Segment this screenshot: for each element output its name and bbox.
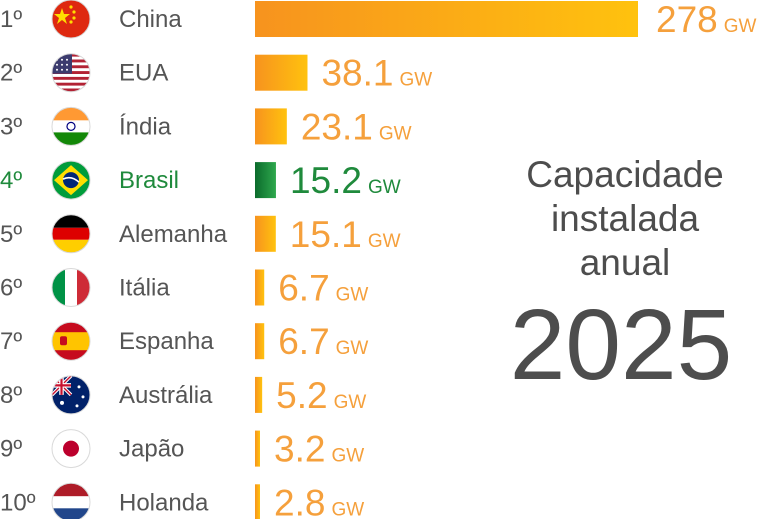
- rank-label: 10º: [0, 489, 36, 516]
- value-unit: GW: [336, 338, 369, 359]
- value-unit: GW: [379, 123, 412, 144]
- brazil-flag-icon: [51, 160, 91, 200]
- rank-label: 9º: [0, 436, 22, 463]
- value-number: 15.1: [290, 214, 362, 255]
- value-label: 3.2 GW: [274, 429, 364, 470]
- bar: [255, 430, 260, 467]
- country-label: Holanda: [119, 489, 209, 516]
- country-label: Alemanha: [119, 221, 228, 248]
- rank-label: 6º: [0, 275, 22, 302]
- germany-flag-icon: [51, 214, 91, 254]
- value-label: 23.1 GW: [301, 106, 412, 147]
- country-label: Itália: [119, 275, 170, 302]
- india-flag-icon: [51, 106, 91, 146]
- spain-flag-icon: [51, 321, 91, 361]
- china-flag-icon: [51, 0, 91, 39]
- bar: [255, 215, 276, 252]
- subtitle-line-1: Capacidade: [526, 154, 724, 195]
- value-label: 6.7 GW: [278, 321, 368, 362]
- country-label: EUA: [119, 60, 168, 87]
- value-number: 6.7: [278, 268, 329, 309]
- australia-flag-icon: [51, 375, 91, 415]
- value-number: 3.2: [274, 429, 325, 470]
- chart-subtitle: Capacidade instalada anual: [470, 153, 768, 285]
- value-label: 5.2 GW: [276, 375, 366, 416]
- year-label: 2025: [509, 289, 733, 401]
- bar: [255, 323, 265, 360]
- rank-label: 7º: [0, 328, 22, 355]
- value-number: 38.1: [321, 53, 393, 94]
- value-number: 2.8: [274, 482, 325, 519]
- rank-label: 3º: [0, 113, 22, 140]
- country-label: Austrália: [119, 382, 213, 409]
- netherlands-flag-icon: [51, 482, 91, 519]
- rank-label: 8º: [0, 382, 22, 409]
- value-label: 38.1 GW: [321, 53, 432, 94]
- value-label: 6.7 GW: [278, 268, 368, 309]
- bar: [255, 269, 265, 306]
- value-unit: GW: [331, 499, 364, 519]
- value-unit: GW: [368, 177, 401, 198]
- bar: [255, 376, 263, 413]
- bar: [255, 162, 276, 199]
- bar: [255, 108, 287, 145]
- value-label: 15.1 GW: [290, 214, 401, 255]
- country-label: Índia: [119, 113, 172, 140]
- value-number: 15.2: [290, 160, 362, 201]
- italy-flag-icon: [51, 268, 91, 307]
- country-label: China: [119, 6, 182, 33]
- bar: [255, 484, 260, 519]
- value-number: 5.2: [276, 375, 327, 416]
- subtitle-line-2: instalada: [550, 198, 700, 239]
- subtitle-line-3: anual: [579, 242, 671, 283]
- rank-label: 4º: [0, 167, 22, 194]
- rank-label: 5º: [0, 221, 22, 248]
- value-unit: GW: [368, 231, 401, 252]
- value-unit: GW: [334, 392, 367, 413]
- value-number: 23.1: [301, 106, 373, 147]
- rank-label: 2º: [0, 60, 22, 87]
- country-label: Japão: [119, 436, 184, 463]
- usa-flag-icon: [51, 53, 91, 93]
- japan-flag-icon: [51, 429, 91, 469]
- bar: [255, 54, 308, 91]
- value-label: 278 GW: [656, 0, 757, 40]
- bar: [255, 1, 638, 37]
- country-label: Brasil: [119, 167, 179, 194]
- value-unit: GW: [400, 70, 433, 91]
- country-label: Espanha: [119, 328, 214, 355]
- rank-label: 1º: [0, 6, 22, 33]
- value-number: 6.7: [278, 321, 329, 362]
- value-label: 2.8 GW: [274, 482, 364, 519]
- value-number: 278: [656, 0, 718, 40]
- value-unit: GW: [331, 446, 364, 467]
- value-label: 15.2 GW: [290, 160, 401, 201]
- value-unit: GW: [724, 16, 757, 37]
- value-unit: GW: [336, 285, 369, 306]
